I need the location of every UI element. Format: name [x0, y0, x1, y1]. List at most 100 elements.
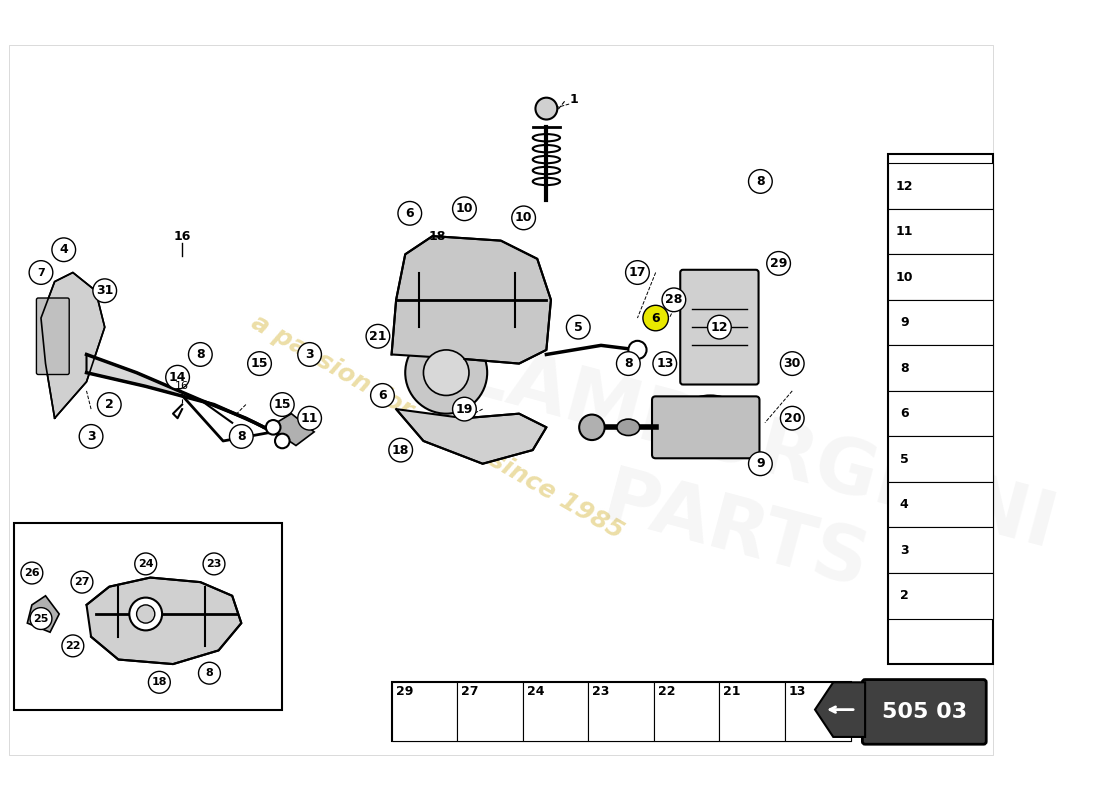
Circle shape: [298, 342, 321, 366]
Bar: [888, 163, 992, 209]
Bar: [522, 682, 588, 742]
Circle shape: [662, 288, 685, 312]
Circle shape: [271, 393, 294, 416]
Circle shape: [388, 438, 412, 462]
Circle shape: [536, 98, 558, 119]
Circle shape: [30, 608, 52, 630]
Text: 24: 24: [138, 559, 154, 569]
Text: 26: 26: [24, 568, 40, 578]
Text: 8: 8: [206, 668, 213, 678]
Circle shape: [275, 434, 289, 448]
Circle shape: [98, 393, 121, 416]
Bar: [785, 682, 850, 742]
Text: 8: 8: [756, 175, 764, 188]
Bar: [392, 682, 458, 742]
Circle shape: [52, 238, 76, 262]
Circle shape: [204, 553, 224, 575]
Text: 6: 6: [900, 407, 909, 420]
Text: 4: 4: [59, 243, 68, 256]
Circle shape: [72, 571, 92, 593]
Circle shape: [748, 170, 772, 194]
Bar: [458, 682, 522, 742]
Ellipse shape: [617, 419, 640, 435]
Text: 22: 22: [65, 641, 80, 651]
Circle shape: [707, 315, 732, 339]
Bar: [888, 346, 992, 391]
Polygon shape: [87, 578, 241, 664]
Circle shape: [79, 425, 103, 448]
Bar: [888, 527, 992, 573]
Polygon shape: [396, 409, 547, 464]
Text: 15: 15: [274, 398, 292, 411]
Text: 23: 23: [592, 685, 609, 698]
Text: 12: 12: [711, 321, 728, 334]
Bar: [888, 437, 992, 482]
Text: 13: 13: [656, 357, 673, 370]
Text: 9: 9: [900, 316, 909, 329]
Polygon shape: [392, 236, 551, 363]
Text: LAMBORGHINI
PARTS: LAMBORGHINI PARTS: [430, 334, 1064, 647]
Text: 18: 18: [428, 230, 446, 242]
Text: 21: 21: [724, 685, 741, 698]
Polygon shape: [87, 354, 283, 437]
Circle shape: [198, 662, 220, 684]
Polygon shape: [268, 414, 315, 446]
Text: 23: 23: [207, 559, 222, 569]
Bar: [888, 391, 992, 437]
Text: 3: 3: [306, 348, 313, 361]
Text: 29: 29: [770, 257, 788, 270]
Circle shape: [452, 398, 476, 421]
Bar: [888, 482, 992, 527]
Ellipse shape: [679, 395, 743, 441]
Text: 13: 13: [789, 685, 806, 698]
Text: a passion for parts since 1985: a passion for parts since 1985: [246, 310, 627, 544]
Bar: [13, 523, 283, 710]
Circle shape: [188, 342, 212, 366]
Text: 3: 3: [900, 544, 909, 557]
Circle shape: [298, 406, 321, 430]
Text: 18: 18: [152, 678, 167, 687]
Text: 8: 8: [236, 430, 245, 443]
Bar: [888, 254, 992, 300]
Text: 12: 12: [895, 179, 913, 193]
Circle shape: [230, 425, 253, 448]
Bar: [392, 682, 850, 742]
Circle shape: [767, 251, 791, 275]
Bar: [719, 682, 785, 742]
Text: 18: 18: [392, 443, 409, 457]
Polygon shape: [28, 596, 59, 632]
Polygon shape: [41, 273, 104, 418]
Polygon shape: [815, 682, 865, 737]
Text: 30: 30: [783, 357, 801, 370]
Text: 31: 31: [96, 284, 113, 298]
Text: 14: 14: [168, 370, 186, 384]
Text: 10: 10: [895, 270, 913, 283]
Bar: [888, 209, 992, 254]
Text: 5: 5: [574, 321, 583, 334]
FancyBboxPatch shape: [36, 298, 69, 374]
Text: 29: 29: [396, 685, 412, 698]
Circle shape: [512, 206, 536, 230]
Circle shape: [136, 605, 155, 623]
FancyBboxPatch shape: [680, 270, 759, 385]
Text: 16: 16: [174, 230, 190, 242]
Text: 10: 10: [455, 202, 473, 215]
Bar: [653, 682, 719, 742]
Bar: [888, 154, 992, 664]
Circle shape: [780, 352, 804, 375]
Text: 3: 3: [87, 430, 96, 443]
Circle shape: [780, 406, 804, 430]
Circle shape: [748, 452, 772, 475]
Circle shape: [566, 315, 590, 339]
Text: 2: 2: [900, 590, 909, 602]
Circle shape: [405, 332, 487, 414]
FancyBboxPatch shape: [652, 396, 759, 458]
Circle shape: [366, 325, 389, 348]
Text: 28: 28: [666, 294, 683, 306]
Circle shape: [626, 261, 649, 284]
Text: 6: 6: [378, 389, 387, 402]
Circle shape: [92, 279, 117, 302]
Text: 9: 9: [756, 458, 764, 470]
Bar: [888, 573, 992, 618]
Circle shape: [248, 352, 272, 375]
